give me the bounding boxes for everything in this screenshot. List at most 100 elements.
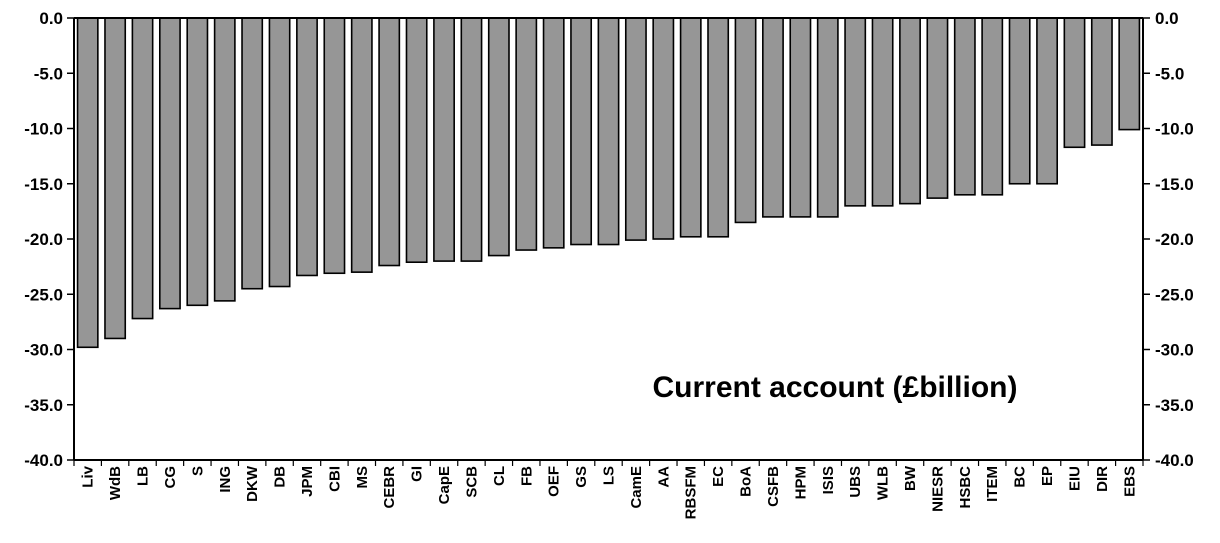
x-category-label: CL	[491, 466, 508, 486]
y-tick-label-right: -25.0	[1155, 285, 1194, 304]
x-category-label: BW	[902, 465, 919, 491]
bar-item	[981, 17, 1004, 196]
bar-dir	[1090, 17, 1113, 146]
x-category-label: CG	[162, 466, 179, 489]
x-category-label: CBI	[326, 466, 343, 492]
bar-hsbc	[953, 17, 976, 196]
y-tick-label-right: -5.0	[1155, 64, 1184, 83]
y-tick-label-left: -35.0	[24, 396, 63, 415]
bar-aa	[652, 17, 675, 240]
bar-s	[186, 17, 209, 307]
bar-ing	[213, 17, 236, 302]
bar-scb	[460, 17, 483, 262]
bar-cg	[158, 17, 181, 310]
x-category-label: Liv	[80, 465, 97, 487]
x-category-label: WLB	[875, 466, 892, 500]
x-category-label: S	[189, 466, 206, 476]
axes-frame	[73, 17, 1144, 461]
x-category-label: HPM	[792, 466, 809, 499]
bar-cape	[433, 17, 455, 262]
bar-lb	[131, 17, 154, 320]
x-category-label: CapE	[436, 466, 453, 504]
x-category-label: UBS	[847, 466, 864, 498]
x-category-label: ING	[217, 466, 234, 493]
y-tick-label-right: -20.0	[1155, 230, 1194, 249]
x-category-label: LS	[601, 466, 618, 485]
x-category-label: WdB	[107, 466, 124, 500]
y-tick-label-right: -30.0	[1155, 341, 1194, 360]
bar-boa	[734, 17, 757, 224]
bar-wlb	[871, 17, 894, 207]
y-tick-label-right: 0.0	[1155, 9, 1179, 28]
x-category-label: BoA	[738, 466, 755, 497]
x-category-label: EC	[710, 466, 727, 487]
bar-ubs	[844, 17, 867, 207]
x-category-label: EP	[1039, 466, 1056, 486]
x-category-label: GS	[573, 466, 590, 488]
bar-jpm	[296, 17, 318, 277]
x-category-label: GI	[409, 466, 426, 482]
y-axis-left: 0.0 -5.0 -10.0 -15.0 -20.0 -25.0 -30.0 -35.0 -40…	[24, 9, 74, 470]
bar-ep	[1036, 17, 1059, 185]
x-category-label: DKW	[244, 465, 261, 502]
x-category-label: DB	[272, 466, 289, 488]
bar-isis	[816, 17, 839, 218]
x-category-label: EBS	[1121, 466, 1138, 497]
bar-hpm	[789, 17, 812, 218]
bar-bc	[1008, 17, 1031, 185]
y-tick-label-left: -40.0	[24, 451, 63, 470]
x-category-label: BC	[1012, 466, 1029, 488]
bar-oef	[542, 17, 565, 249]
y-tick-label-left: -10.0	[24, 120, 63, 139]
x-category-label: RBSFM	[683, 466, 700, 519]
x-category-label: FB	[518, 466, 535, 486]
bar-rbsfm	[679, 17, 702, 238]
bar-ec	[707, 17, 730, 238]
y-tick-label-left: 0.0	[39, 9, 63, 28]
y-tick-label-right: -10.0	[1155, 120, 1194, 139]
bar-cebr	[378, 17, 401, 267]
bar-eiu	[1063, 17, 1086, 149]
y-tick-label-right: -40.0	[1155, 451, 1194, 470]
x-category-label: CamE	[628, 466, 645, 509]
y-axis-right: 0.0 -5.0 -10.0 -15.0 -20.0 -25.0 -30.0 -35.0 -40…	[1143, 9, 1194, 470]
x-category-label: MS	[354, 466, 371, 489]
y-tick-label-left: -25.0	[24, 285, 63, 304]
x-axis-labels: Liv WdB LB CG S ING DKW DB JPM CBI MS CEBR GI CapE SCB…	[73, 460, 1144, 519]
x-category-label: CSFB	[765, 466, 782, 507]
bar-ls	[597, 17, 620, 246]
bar-cbi	[323, 17, 346, 275]
bar-ms	[350, 17, 373, 273]
bar-gi	[405, 17, 428, 264]
x-category-label: CEBR	[381, 466, 398, 509]
bar-csfb	[762, 17, 784, 218]
bar-came	[624, 17, 647, 241]
x-category-label: AA	[655, 466, 672, 488]
chart-title: Current account (£billion)	[652, 371, 1017, 404]
bar-db	[268, 17, 291, 288]
bar-liv	[76, 17, 99, 349]
x-category-label: DIR	[1094, 466, 1111, 492]
bar-fb	[515, 17, 538, 251]
bar-wdb	[104, 17, 127, 340]
y-tick-label-left: -5.0	[34, 64, 63, 83]
y-tick-label-left: -15.0	[24, 175, 63, 194]
y-tick-label-left: -30.0	[24, 341, 63, 360]
bar-bw	[899, 17, 921, 205]
bar-cl	[487, 17, 510, 257]
bar-niesr	[926, 17, 949, 199]
x-category-label: NIESR	[929, 466, 946, 512]
x-category-label: HSBC	[957, 466, 974, 509]
x-category-label: OEF	[546, 466, 563, 497]
x-category-label: LB	[135, 466, 152, 486]
y-tick-label-right: -15.0	[1155, 175, 1194, 194]
x-category-label: EIU	[1066, 466, 1083, 491]
x-category-label: ISIS	[820, 466, 837, 494]
bar-ebs	[1118, 17, 1141, 131]
y-tick-label-left: -20.0	[24, 230, 63, 249]
y-tick-label-right: -35.0	[1155, 396, 1194, 415]
bar-gs	[570, 17, 593, 246]
bar-dkw	[241, 17, 264, 290]
x-category-label: ITEM	[984, 466, 1001, 502]
